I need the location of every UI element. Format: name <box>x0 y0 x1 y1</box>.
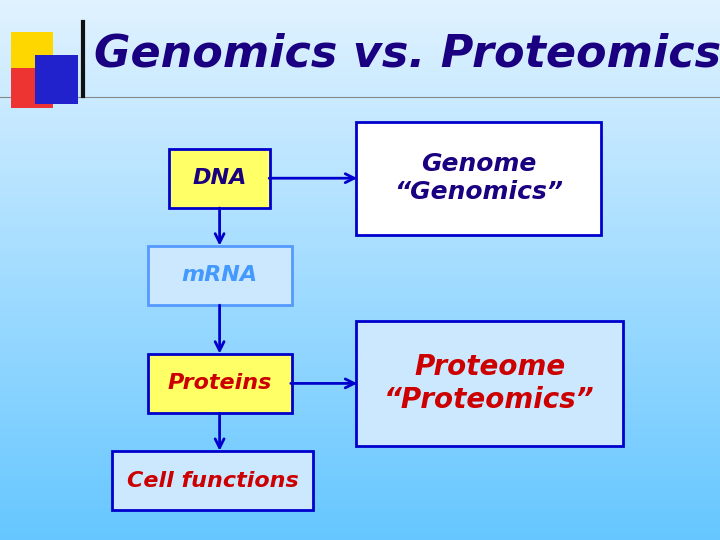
Text: Proteins: Proteins <box>168 373 271 394</box>
FancyBboxPatch shape <box>356 122 601 235</box>
Text: Genomics vs. Proteomics: Genomics vs. Proteomics <box>94 32 720 76</box>
Text: Cell functions: Cell functions <box>127 470 298 491</box>
Text: DNA: DNA <box>192 168 247 188</box>
FancyBboxPatch shape <box>148 354 292 413</box>
Text: Proteome
“Proteomics”: Proteome “Proteomics” <box>384 353 595 414</box>
FancyBboxPatch shape <box>112 451 313 510</box>
FancyBboxPatch shape <box>169 148 270 208</box>
Text: Genome
“Genomics”: Genome “Genomics” <box>395 152 563 204</box>
FancyBboxPatch shape <box>148 246 292 305</box>
FancyBboxPatch shape <box>356 321 623 446</box>
FancyBboxPatch shape <box>35 55 78 104</box>
Text: mRNA: mRNA <box>181 265 258 286</box>
FancyBboxPatch shape <box>11 68 53 108</box>
FancyBboxPatch shape <box>11 32 53 84</box>
